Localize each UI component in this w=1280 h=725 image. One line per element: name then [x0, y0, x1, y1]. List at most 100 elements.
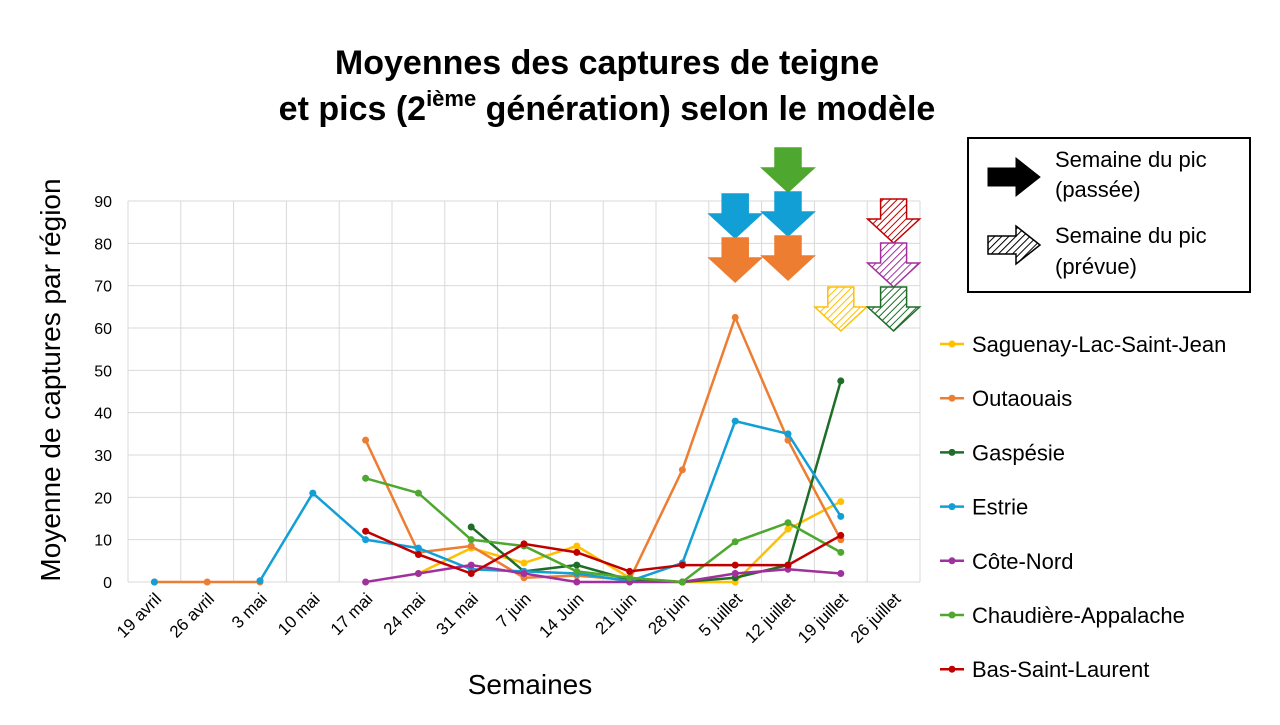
legend-label: Outaouais — [972, 386, 1072, 411]
peak-arrow-forecast — [865, 242, 922, 289]
y-axis-label: Moyenne de captures par région — [35, 178, 66, 581]
data-point — [414, 544, 422, 552]
x-tick-label: 19 avril — [113, 589, 165, 641]
x-tick-label: 3 mai — [228, 589, 271, 632]
legend-label: Chaudière-Appalache — [972, 603, 1185, 628]
data-point — [520, 540, 528, 548]
x-tick-label: 12 juillet — [741, 589, 799, 647]
data-point — [414, 489, 422, 497]
data-point — [837, 531, 845, 539]
gridlines — [127, 200, 921, 583]
y-tick-label: 40 — [94, 406, 112, 423]
data-point — [731, 538, 739, 546]
data-point — [626, 574, 634, 582]
peak-arrow-past — [707, 237, 764, 284]
y-tick-label: 60 — [94, 321, 112, 338]
data-point — [150, 578, 158, 586]
data-point — [731, 313, 739, 321]
series-line — [365, 530, 842, 575]
legend-marker — [948, 503, 956, 511]
chart-title-line1: Moyennes des captures de teigne — [335, 44, 879, 82]
data-point — [362, 578, 370, 586]
legend-label: Côte-Nord — [972, 549, 1073, 574]
data-point — [467, 542, 475, 550]
legend-marker — [948, 448, 956, 456]
data-point — [467, 561, 475, 569]
legend-marker — [948, 394, 956, 402]
y-tick-label: 0 — [103, 575, 112, 592]
data-point — [678, 561, 686, 569]
x-axis-ticks: 19 avril 26 avril 3 mai 10 mai 17 mai 24 mai 3… — [113, 589, 905, 647]
data-point — [731, 417, 739, 425]
data-point — [467, 523, 475, 531]
peak-arrow-past — [760, 235, 816, 282]
data-point — [731, 561, 739, 569]
y-tick-label: 90 — [94, 194, 112, 211]
data-point — [837, 498, 845, 506]
legend-marker — [948, 665, 956, 673]
data-point — [837, 570, 845, 578]
arrow-legend-forecast-2: (prévue) — [1055, 254, 1137, 279]
x-tick-label: 17 mai — [327, 589, 377, 639]
x-tick-label: 31 mai — [433, 589, 483, 639]
series-legend: Saguenay-Lac-Saint-Jean Outaouais Gaspésie… — [940, 332, 1226, 682]
arrow-legend-forecast-1: Semaine du pic — [1055, 223, 1207, 248]
peak-arrow-forecast — [865, 198, 922, 245]
data-point — [573, 561, 581, 569]
data-point — [467, 536, 475, 544]
data-point — [256, 577, 264, 585]
data-point — [467, 570, 475, 578]
arrow-right-solid-icon — [987, 156, 1041, 198]
peak-arrow-forecast — [865, 286, 922, 333]
data-point — [784, 525, 792, 533]
data-point — [784, 519, 792, 527]
peak-arrow-past — [760, 191, 816, 238]
data-point — [362, 474, 370, 482]
x-tick-label: 7 juin — [493, 589, 535, 631]
series-line — [365, 477, 842, 584]
x-tick-label: 21 juin — [592, 589, 641, 638]
series-lines — [150, 313, 845, 586]
y-tick-label: 20 — [94, 490, 112, 507]
x-tick-label: 28 juin — [644, 589, 693, 638]
data-point — [678, 466, 686, 474]
data-point — [309, 489, 317, 497]
data-point — [626, 567, 634, 575]
legend-label: Bas-Saint-Laurent — [972, 657, 1149, 682]
data-point — [573, 567, 581, 575]
arrow-legend-box — [967, 137, 1251, 293]
x-tick-label: 24 mai — [380, 589, 430, 639]
y-tick-label: 10 — [94, 533, 112, 550]
data-point — [678, 578, 686, 586]
x-tick-label: 26 avril — [166, 589, 218, 641]
legend-label: Saguenay-Lac-Saint-Jean — [972, 332, 1226, 357]
arrow-legend: Semaine du pic (passée) Semaine du pic (… — [967, 137, 1251, 293]
peak-arrows — [707, 147, 922, 333]
x-axis-label: Semaines — [468, 669, 593, 700]
x-tick-label: 19 juillet — [794, 589, 852, 647]
peak-arrow-past — [760, 147, 816, 194]
legend-marker — [948, 340, 956, 348]
data-point — [362, 527, 370, 535]
y-axis-ticks: 0 10 20 30 40 50 60 70 80 90 — [94, 194, 112, 592]
y-tick-label: 30 — [94, 448, 112, 465]
peak-arrow-forecast — [812, 286, 869, 333]
series-line — [365, 563, 841, 584]
data-point — [414, 570, 422, 578]
data-point — [520, 559, 528, 567]
arrow-legend-past-2: (passée) — [1055, 177, 1141, 202]
data-point — [362, 536, 370, 544]
arrow-right-hatched-icon — [987, 224, 1042, 266]
y-tick-label: 50 — [94, 363, 112, 380]
legend-marker — [948, 557, 956, 565]
legend-label: Estrie — [972, 495, 1028, 520]
x-tick-label: 26 juillet — [847, 589, 905, 647]
data-point — [573, 542, 581, 550]
y-tick-label: 80 — [94, 236, 112, 253]
data-point — [520, 570, 528, 578]
arrow-legend-past-1: Semaine du pic — [1055, 147, 1207, 172]
data-point — [203, 578, 211, 586]
peak-arrow-past — [707, 193, 764, 240]
data-point — [414, 550, 422, 558]
data-point — [573, 578, 581, 586]
